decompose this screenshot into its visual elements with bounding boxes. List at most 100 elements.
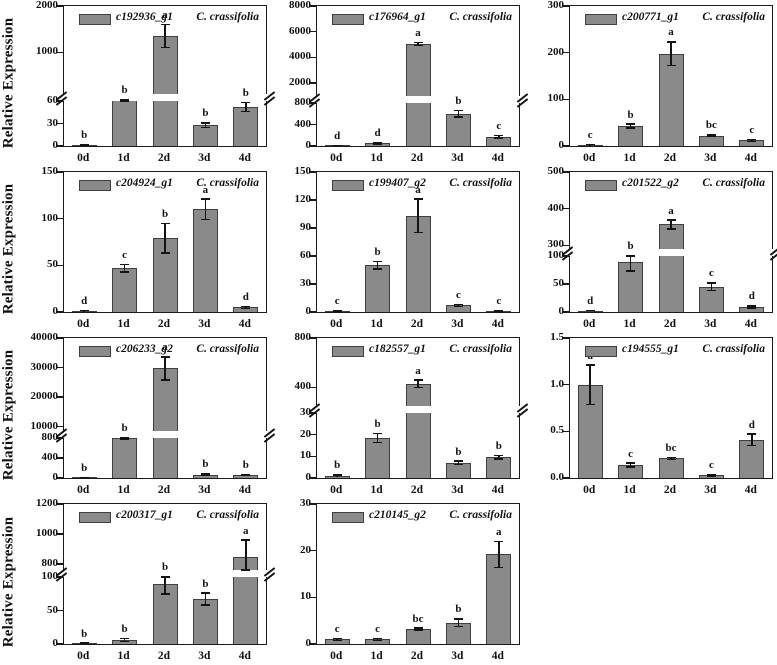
x-tick-label: 0d xyxy=(77,152,90,164)
figure-row-4: Relative Expression b b b b a c200317_g1 C. cr… xyxy=(0,497,777,665)
y-tick xyxy=(309,82,316,84)
legend-swatch xyxy=(585,346,617,357)
y-tick xyxy=(309,503,316,505)
error-bar xyxy=(376,638,379,641)
axis-break-band xyxy=(61,431,269,438)
significance-letter: bc xyxy=(665,441,677,454)
x-tick-label: 3d xyxy=(198,318,211,330)
significance-letter: b xyxy=(455,95,462,108)
y-tick-label: 6000 xyxy=(289,24,311,37)
x-tick-label: 1d xyxy=(370,152,383,164)
x-tick-label: 3d xyxy=(198,484,211,496)
bar-3d xyxy=(445,113,471,146)
y-tick xyxy=(309,171,316,173)
bar-3d xyxy=(192,599,218,644)
error-bar xyxy=(629,124,632,128)
error-cap-top xyxy=(453,618,463,620)
error-cap-top xyxy=(626,255,636,257)
error-cap-bottom xyxy=(453,463,463,466)
y-tick xyxy=(309,386,316,389)
plot-area: c b a bc c c200771_g1 C. crassifolia xyxy=(562,5,773,147)
species-label: C. crassifolia xyxy=(702,11,765,23)
plot-area: c b a c c c199407_g2 C. crassifolia xyxy=(309,171,520,313)
error-cap-top xyxy=(332,310,342,312)
significance-letter: c xyxy=(708,458,714,471)
significance-letter: b xyxy=(627,108,634,121)
error-bar xyxy=(710,282,713,291)
y-tick-label: 30000 xyxy=(30,360,59,373)
significance-letter: c xyxy=(122,248,128,261)
legend-gene-label: c204924_g1 xyxy=(116,177,173,189)
error-cap-top xyxy=(160,23,170,26)
error-cap-bottom xyxy=(200,604,210,606)
y-tick-label: 50 xyxy=(553,277,564,289)
error-cap-bottom xyxy=(666,228,676,230)
y-tick xyxy=(56,563,63,565)
x-tick-label: 3d xyxy=(704,484,717,496)
significance-letter: d xyxy=(374,127,381,140)
y-tick xyxy=(56,477,63,479)
y-axis-title: Relative Expression xyxy=(0,516,17,647)
x-tick-label: 4d xyxy=(491,650,504,662)
error-cap-bottom xyxy=(160,46,170,49)
error-bar xyxy=(164,24,166,48)
error-bar xyxy=(589,365,591,405)
significance-letter: a xyxy=(202,183,209,196)
y-axis-title-column: Relative Expression xyxy=(0,332,18,498)
plot-area: b b a b b c206233_g2 C. crassifolia xyxy=(55,337,275,479)
error-cap-top xyxy=(706,282,716,284)
error-cap-top xyxy=(706,134,716,136)
y-tick-label: 0 xyxy=(558,305,565,317)
error-bar xyxy=(498,541,500,568)
y-tick xyxy=(309,549,316,552)
y-tick-label: 0 xyxy=(52,637,59,649)
bar-2d xyxy=(152,368,178,478)
y-tick xyxy=(56,503,63,505)
significance-letter: a xyxy=(243,524,249,537)
error-bar xyxy=(204,199,207,220)
subplot-c201522_g2: d b a c d c201522_g2 C. crassifolia 0 50 100 300 40… xyxy=(524,165,777,332)
x-tick-label: 4d xyxy=(238,318,251,330)
y-tick-label: 8000 xyxy=(289,0,311,11)
axis-break-band xyxy=(61,94,269,101)
y-tick xyxy=(56,145,63,147)
error-bar xyxy=(498,135,500,139)
legend-gene-label: c182557_g1 xyxy=(369,343,426,355)
y-tick xyxy=(562,430,569,433)
error-cap-bottom xyxy=(120,640,130,643)
bar-2d xyxy=(405,629,431,644)
plot-area: b b a b b c182557_g1 C. crassifolia xyxy=(308,337,528,479)
error-cap-top xyxy=(160,356,170,358)
x-tick-label: 3d xyxy=(704,318,717,330)
legend-swatch xyxy=(79,512,111,523)
x-tick-label: 2d xyxy=(663,484,677,496)
y-tick xyxy=(562,311,569,313)
x-tick-label: 4d xyxy=(491,152,504,164)
error-cap-top xyxy=(79,642,89,644)
significance-letter: d xyxy=(81,295,88,308)
x-tick-label: 2d xyxy=(410,650,424,662)
significance-letter: d xyxy=(587,294,594,307)
y-tick xyxy=(56,366,63,369)
axis-break-band xyxy=(567,249,775,256)
subplot-c199407_g2: c b a c c c199407_g2 C. crassifolia 0 30 60 90 120 1… xyxy=(271,165,524,332)
x-tick-label: 2d xyxy=(663,152,677,164)
error-cap-top xyxy=(241,305,251,308)
error-cap-top xyxy=(241,101,251,104)
significance-letter: b xyxy=(242,458,249,471)
significance-letter: b xyxy=(161,207,169,220)
y-tick xyxy=(309,311,316,313)
error-cap-top xyxy=(666,219,676,221)
subplot-c200317_g1: b b b b a c200317_g1 C. crassifolia 0 50 100 800 10… xyxy=(18,497,275,665)
x-tick-label: 2d xyxy=(157,152,171,164)
error-bar xyxy=(751,139,753,142)
y-tick-label: 100 xyxy=(41,211,59,224)
y-tick xyxy=(562,171,569,173)
y-tick-label: 400 xyxy=(41,451,59,463)
axis-break-band xyxy=(61,570,269,577)
bar-2d xyxy=(658,458,684,478)
x-tick-label: 3d xyxy=(198,152,211,164)
y-tick-label: 60 xyxy=(47,94,58,106)
legend-swatch xyxy=(332,346,364,357)
error-cap-top xyxy=(241,473,251,476)
